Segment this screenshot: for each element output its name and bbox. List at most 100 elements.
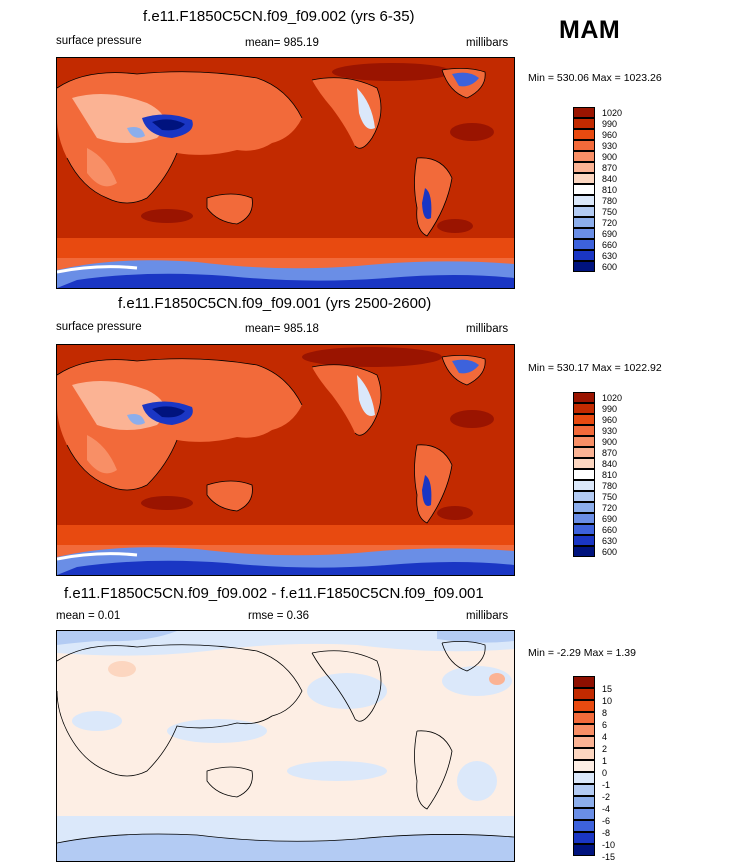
panel-1-colorbar-box-9 [573,195,595,206]
panel-2-colorbar-box-5 [573,436,595,447]
panel-3-colorbar-box-6 [573,736,595,748]
panel-3-colorbar-box-4 [573,712,595,724]
panel-2-colorbar-label: 660 [602,525,618,535]
panel-3-colorbar-box-7 [573,748,595,760]
panel-1-colorbar-label: 930 [602,141,618,151]
panel-2-colorbar-label: 690 [602,514,618,524]
panel-2-variable-label: surface pressure [56,321,142,333]
panel-3-colorbar-label: 2 [602,744,608,754]
panel-3-colorbar-label: -1 [602,780,611,790]
panel-1-colorbar-label: 630 [602,251,618,261]
panel-2-map [56,344,515,576]
panel-1-units-label: millibars [466,37,509,49]
panel-1-colorbar-label: 960 [602,130,618,140]
panel-2-colorbar-label: 900 [602,437,618,447]
panel-2-colorbar-box-6 [573,447,595,458]
panel-2-colorbar-box-8 [573,469,595,480]
panel-2-colorbar-label: 930 [602,426,618,436]
panel-2-colorbar-label: 720 [602,503,618,513]
panel-2-colorbar-box-15 [573,546,595,557]
panel-2-mean-label: mean= 985.18 [245,323,319,335]
panel-2-colorbar-box-7 [573,458,595,469]
panel-3-colorbar-label: -10 [602,840,616,850]
panel-1-colorbar-box-15 [573,261,595,272]
panel-2-units-label: millibars [466,323,509,335]
panel-2-colorbar-box-9 [573,480,595,491]
panel-3-colorbar-label: 15 [602,684,613,694]
panel-3-colorbar-box-10 [573,784,595,796]
panel-3-colorbar-label: -6 [602,816,611,826]
panel-2-colorbar-box-2 [573,403,595,414]
panel-1-colorbar-box-14 [573,250,595,261]
panel-3-colorbar-box-12 [573,808,595,820]
panel-1-minmax-label: Min = 530.06 Max = 1023.26 [528,72,662,84]
panel-2-colorbar-box-4 [573,425,595,436]
panel-3-colorbar-box-11 [573,796,595,808]
panel-1-colorbar-box-3 [573,129,595,140]
panel-2-colorbar-label: 780 [602,481,618,491]
panel-3-colorbar-label: -15 [602,852,616,862]
panel-1-mean-label: mean= 985.19 [245,37,319,49]
panel-3-colorbar-box-2 [573,688,595,700]
panel-1-colorbar-label: 720 [602,218,618,228]
panel-3-colorbar-label: -8 [602,828,611,838]
panel-3-title: f.e11.F1850C5CN.f09_f09.002 - f.e11.F185… [64,585,484,602]
panel-3-colorbar-label: 1 [602,756,608,766]
panel-1-colorbar-box-1 [573,107,595,118]
panel-1-colorbar-box-13 [573,239,595,250]
panel-3-colorbar-box-1 [573,676,595,688]
panel-2-colorbar-box-13 [573,524,595,535]
panel-1-colorbar-box-8 [573,184,595,195]
panel-1-colorbar-label: 600 [602,262,618,272]
panel-1-colorbar-box-12 [573,228,595,239]
panel-2-colorbar-box-11 [573,502,595,513]
panel-3-colorbar-box-13 [573,820,595,832]
panel-3-minmax-label: Min = -2.29 Max = 1.39 [528,647,636,659]
panel-3-colorbar-label: -4 [602,804,611,814]
panel-3-mean-label: mean = 0.01 [56,610,121,622]
panel-2-colorbar-label: 1020 [602,393,623,403]
panel-2-colorbar-box-12 [573,513,595,524]
panel-2-map-field [57,347,514,575]
panel-2-colorbar-label: 870 [602,448,618,458]
panel-1-colorbar-box-2 [573,118,595,129]
panel-3-colorbar-box-8 [573,760,595,772]
panel-1-colorbar-box-5 [573,151,595,162]
panel-1-map [56,57,515,289]
panel-2-colorbar-box-3 [573,414,595,425]
panel-2-colorbar-label: 750 [602,492,618,502]
panel-3-units-label: millibars [466,610,509,622]
panel-1-colorbar-label: 840 [602,174,618,184]
panel-3-colorbar-label: 10 [602,696,613,706]
panel-3-colorbar-box-9 [573,772,595,784]
panel-3-map [56,630,515,862]
panel-2-colorbar-box-1 [573,392,595,403]
panel-1-colorbar-label: 780 [602,196,618,206]
panel-3-colorbar-label: 0 [602,768,608,778]
panel-1-colorbar-label: 660 [602,240,618,250]
panel-3-colorbar-box-14 [573,832,595,844]
panel-2-colorbar-label: 990 [602,404,618,414]
season-label: MAM [559,16,621,44]
panel-1-colorbar-label: 990 [602,119,618,129]
panel-3-colorbar-label: 8 [602,708,608,718]
panel-2-title: f.e11.F1850C5CN.f09_f09.001 (yrs 2500-26… [118,295,432,312]
panel-2-colorbar-label: 810 [602,470,618,480]
panel-1-colorbar-box-11 [573,217,595,228]
panel-3-colorbar-box-3 [573,700,595,712]
panel-1-colorbar-label: 900 [602,152,618,162]
panel-2-colorbar-label: 630 [602,536,618,546]
panel-2-colorbar-label: 600 [602,547,618,557]
panel-1-colorbar-label: 870 [602,163,618,173]
panel-1-variable-label: surface pressure [56,35,142,47]
panel-3-colorbar-label: 6 [602,720,608,730]
panel-2-colorbar-label: 960 [602,415,618,425]
panel-1-colorbar-box-10 [573,206,595,217]
panel-1-colorbar-box-7 [573,173,595,184]
panel-1-title: f.e11.F1850C5CN.f09_f09.002 (yrs 6-35) [143,8,415,25]
panel-1-map-field [57,63,514,288]
panel-1-colorbar-label: 690 [602,229,618,239]
panel-3-rmse-label: rmse = 0.36 [248,610,310,622]
panel-3-colorbar-label: -2 [602,792,611,802]
panel-2-colorbar-box-14 [573,535,595,546]
